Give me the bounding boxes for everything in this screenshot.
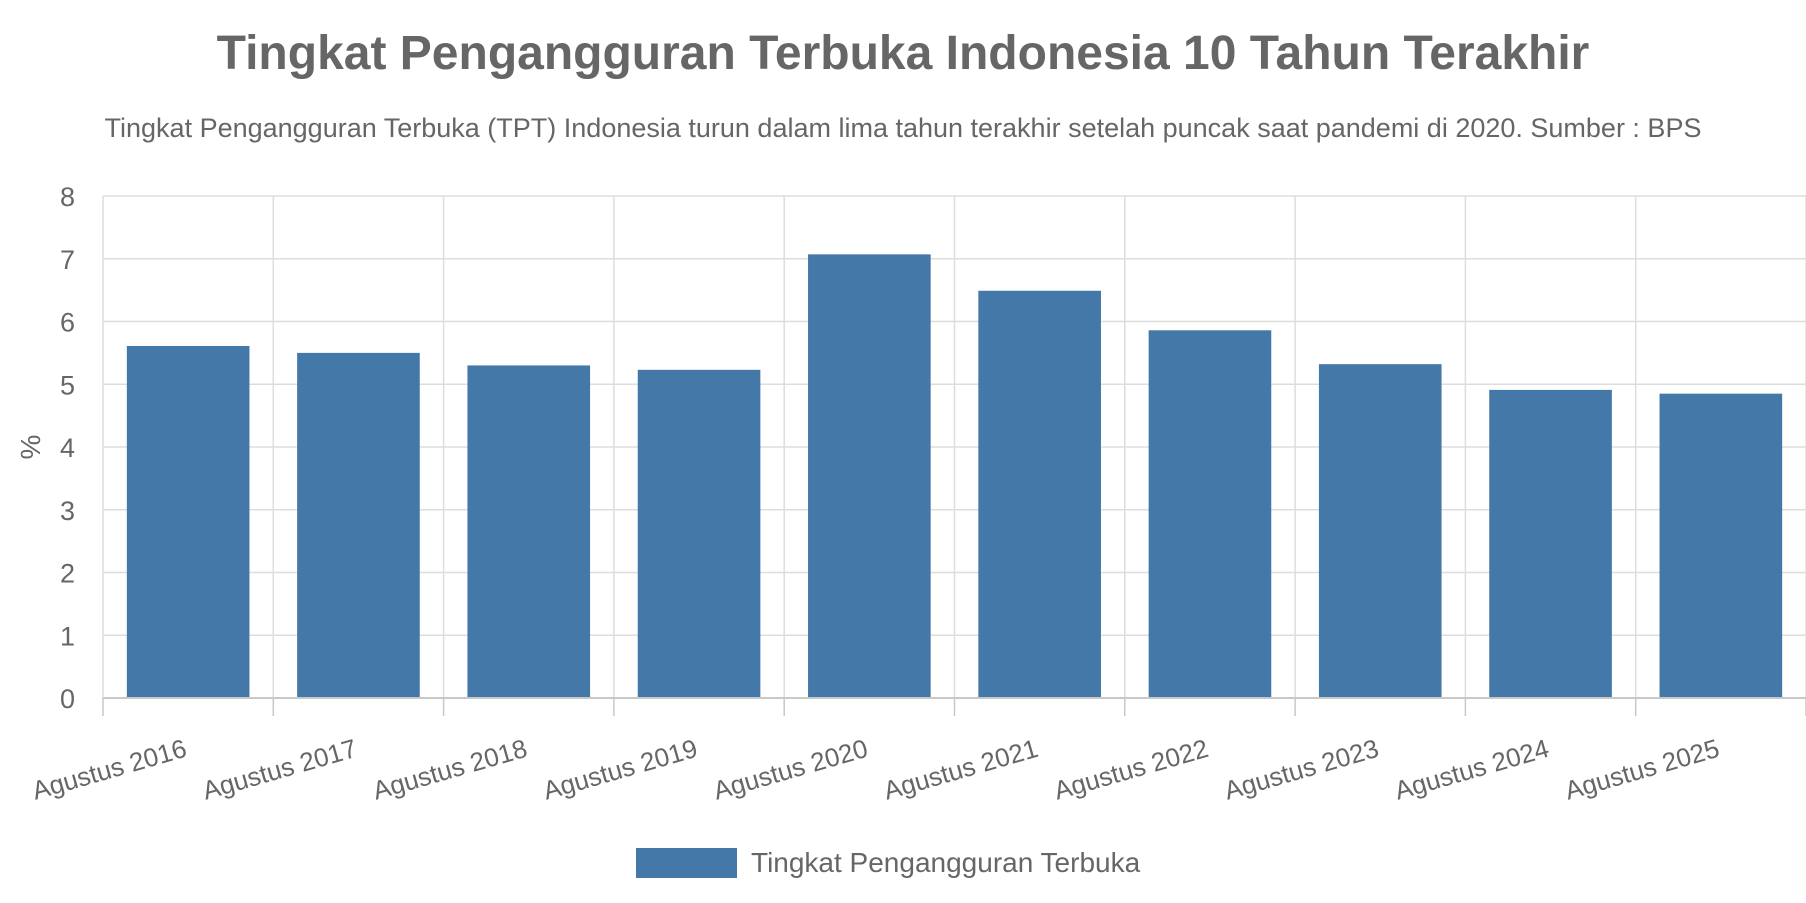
bar bbox=[1489, 389, 1612, 698]
bar bbox=[297, 352, 420, 698]
bar bbox=[1318, 364, 1442, 698]
y-tick-label: 7 bbox=[60, 245, 75, 275]
y-tick-label: 0 bbox=[60, 684, 75, 714]
x-tick-label: Agustus 2019 bbox=[540, 733, 701, 806]
y-tick-label: 1 bbox=[60, 621, 75, 651]
y-tick-label: 4 bbox=[60, 433, 75, 463]
x-tick-label: Agustus 2023 bbox=[1221, 733, 1382, 806]
x-tick-label: Agustus 2025 bbox=[1561, 733, 1722, 806]
y-axis-title: % bbox=[15, 435, 46, 460]
axes bbox=[102, 697, 1806, 716]
x-tick-label: Agustus 2022 bbox=[1050, 733, 1211, 806]
bar bbox=[467, 365, 591, 698]
bar bbox=[126, 345, 250, 698]
chart-title: Tingkat Pengangguran Terbuka Indonesia 1… bbox=[216, 27, 1590, 80]
x-tick-label: Agustus 2017 bbox=[199, 733, 360, 806]
bar bbox=[978, 290, 1101, 698]
y-tick-label: 5 bbox=[60, 370, 75, 400]
x-tick-label: Agustus 2016 bbox=[29, 733, 190, 806]
y-tick-label: 3 bbox=[60, 496, 75, 526]
chart-subtitle: Tingkat Pengangguran Terbuka (TPT) Indon… bbox=[104, 113, 1702, 143]
x-tick-label: Agustus 2024 bbox=[1391, 733, 1552, 806]
legend-swatch bbox=[636, 848, 737, 878]
bars bbox=[126, 254, 1783, 699]
x-tick-label: Agustus 2018 bbox=[369, 733, 530, 806]
bar bbox=[1148, 330, 1272, 698]
bar bbox=[637, 369, 761, 698]
y-tick-label: 8 bbox=[60, 182, 75, 212]
x-tick-label: Agustus 2021 bbox=[880, 733, 1041, 806]
bar bbox=[1659, 393, 1783, 698]
legend[interactable]: Tingkat Pengangguran Terbuka bbox=[636, 847, 1141, 878]
y-tick-label: 2 bbox=[60, 559, 75, 589]
bar bbox=[808, 254, 931, 699]
legend-label: Tingkat Pengangguran Terbuka bbox=[751, 847, 1141, 878]
x-tick-label: Agustus 2020 bbox=[710, 733, 871, 806]
y-tick-label: 6 bbox=[60, 308, 75, 338]
